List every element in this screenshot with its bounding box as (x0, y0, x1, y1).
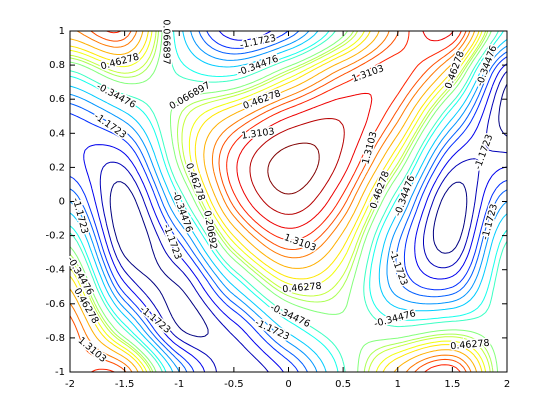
contour-line (70, 31, 494, 372)
contour-line (83, 31, 507, 372)
contour-line (70, 31, 507, 372)
x-tick-label: 0 (285, 379, 291, 390)
x-tick-label: -0.5 (224, 379, 244, 390)
contour-line (70, 31, 472, 372)
y-tick-label: 0.8 (49, 60, 65, 71)
x-tick-label: -1.5 (115, 379, 135, 390)
contour-label: 0.46278 (282, 281, 322, 295)
contour-line (70, 31, 507, 372)
contour-lines (70, 31, 507, 372)
contour-label: 1.3103 (241, 126, 275, 142)
contour-line (267, 142, 320, 195)
y-tick-label: -0.6 (45, 299, 65, 310)
contour-line (109, 83, 507, 338)
x-tick-label: 1 (395, 379, 401, 390)
x-tick-label: -2 (65, 379, 75, 390)
y-tick-label: 0.4 (49, 128, 65, 139)
contour-label: 0.066897 (161, 19, 172, 64)
contour-line (70, 31, 507, 372)
contour-line (70, 31, 491, 372)
x-tick-label: -1 (174, 379, 184, 390)
y-tick-label: 0 (59, 197, 65, 208)
x-tick-label: 0.5 (335, 379, 351, 390)
contour-label: 0.46278 (450, 338, 490, 352)
x-tick-label: 1.5 (444, 379, 460, 390)
y-tick-label: 1 (59, 26, 65, 37)
y-tick-label: -0.8 (45, 333, 65, 344)
contour-line (70, 31, 507, 372)
contour-line (99, 70, 507, 372)
contour-line (236, 31, 454, 229)
y-tick-label: 0.2 (49, 162, 65, 173)
y-tick-label: 0.6 (49, 94, 65, 105)
y-tick-label: -1 (55, 367, 65, 378)
contour-line (249, 118, 345, 215)
y-tick-label: -0.4 (45, 265, 65, 276)
x-tick-label: 2 (504, 379, 510, 390)
contour-line (70, 31, 478, 372)
contour-line (70, 31, 499, 372)
y-tick-label: -0.2 (45, 231, 65, 242)
contour-line (70, 31, 483, 372)
contour-line (70, 31, 487, 372)
contour-line (70, 31, 507, 372)
contour-line (70, 31, 467, 372)
contour-line (70, 31, 507, 372)
